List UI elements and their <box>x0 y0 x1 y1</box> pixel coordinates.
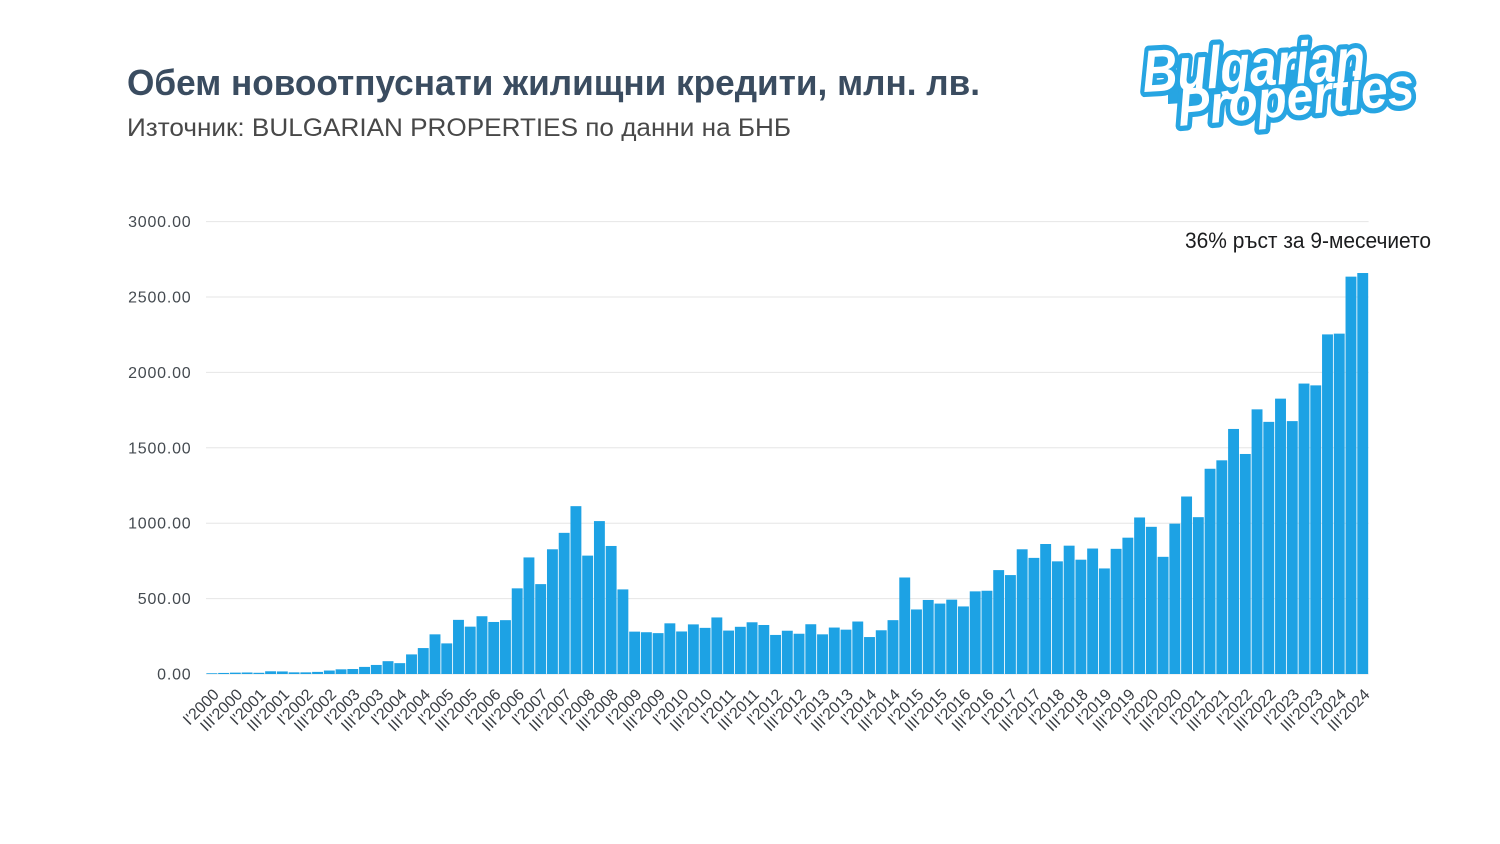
svg-text:500.00: 500.00 <box>138 591 192 608</box>
svg-text:36% ръст за 9-месечието: 36% ръст за 9-месечието <box>1185 228 1431 253</box>
svg-text:2500.00: 2500.00 <box>128 290 191 307</box>
svg-text:Bulgarian: Bulgarian <box>1141 27 1367 106</box>
svg-text:Източник: BULGARIAN PROPERTIES: Източник: BULGARIAN PROPERTIES по данни … <box>127 114 791 142</box>
svg-text:0.00: 0.00 <box>157 667 191 684</box>
svg-text:2000.00: 2000.00 <box>128 365 191 382</box>
svg-text:1500.00: 1500.00 <box>128 440 191 457</box>
svg-text:1000.00: 1000.00 <box>128 516 191 533</box>
svg-text:3000.00: 3000.00 <box>128 214 191 231</box>
svg-text:Обем новоотпуснати жилищни кре: Обем новоотпуснати жилищни кредити, млн.… <box>127 62 980 103</box>
